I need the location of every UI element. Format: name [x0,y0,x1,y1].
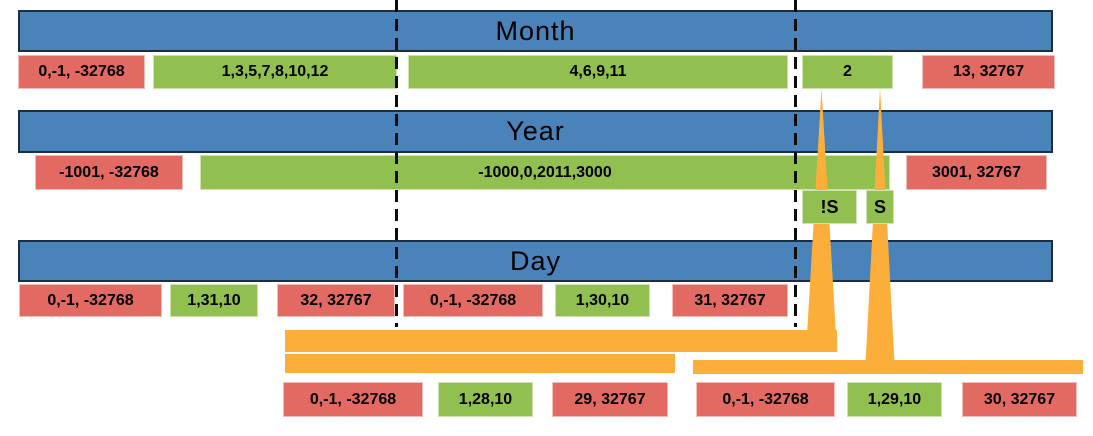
year-leap-box: S [866,190,894,224]
year-label: Year [506,116,565,146]
year-invalid-low-box: -1001, -32768 [35,155,183,190]
year-not-leap-box: !S [802,190,857,224]
day-bar: Day [18,240,1053,282]
day30-invalid-low-box: 0,-1, -32768 [403,284,543,317]
feb-nonleap-invalid-high-box: 29, 32767 [552,382,668,417]
month-valid-31-box: 1,3,5,7,8,10,12 [153,55,397,89]
day31-invalid-low-box: 0,-1, -32768 [19,284,162,317]
feb-leap-invalid-high-box: 30, 32767 [962,382,1077,417]
month-label: Month [495,15,576,46]
day31-invalid-high-box: 32, 32767 [277,284,395,317]
year-bar: Year [18,110,1053,153]
feb-nonleap-invalid-low-box: 0,-1, -32768 [283,382,423,417]
divider-dashed-line-right [794,0,797,327]
feb-nonleap-valid-box: 1,28,10 [438,382,533,417]
funnel-bar-nonleap-top [285,330,837,352]
year-valid-box: -1000,0,2011,3000 [200,155,890,190]
feb-leap-invalid-low-box: 0,-1, -32768 [696,382,835,417]
day31-valid-box: 1,31,10 [170,284,258,317]
month-february-box: 2 [802,55,893,89]
day-label: Day [509,245,561,276]
month-invalid-high-box: 13, 32767 [922,55,1055,89]
month-bar: Month [18,10,1053,52]
feb-leap-valid-box: 1,29,10 [847,382,942,417]
funnel-bar-nonleap-bottom [285,354,675,373]
month-invalid-low-box: 0,-1, -32768 [18,55,145,89]
divider-dashed-line-left [395,0,398,327]
day30-invalid-high-box: 31, 32767 [672,284,788,317]
month-valid-30-box: 4,6,9,11 [408,55,788,89]
year-invalid-high-box: 3001, 32767 [906,155,1047,190]
day30-valid-box: 1,30,10 [555,284,650,317]
